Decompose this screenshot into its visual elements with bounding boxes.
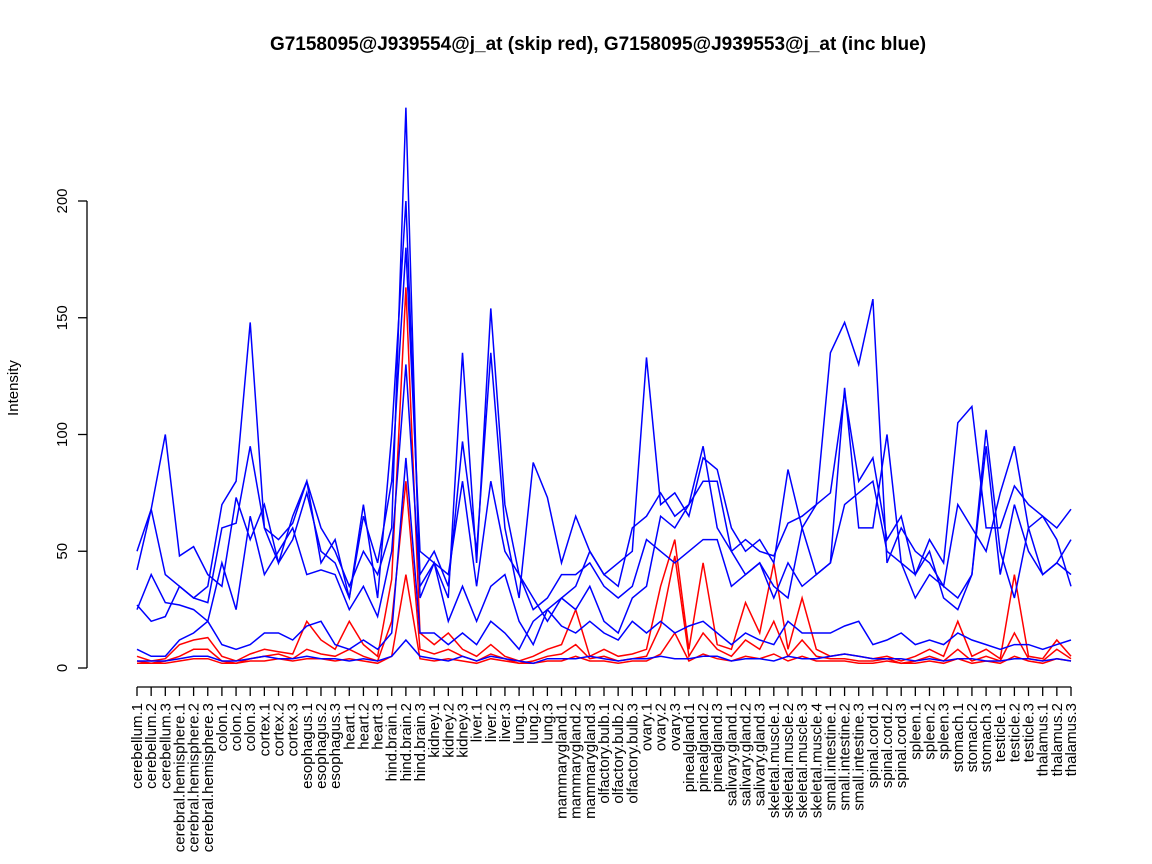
x-tick-label: cortex.1	[256, 703, 273, 756]
x-tick-label: cerebellum.2	[143, 703, 160, 789]
x-tick-label: hind.brain.2	[398, 703, 415, 781]
x-tick-label: liver.1	[469, 703, 486, 742]
x-tick-label: liver.3	[497, 703, 514, 742]
x-tick-label: cerebral.hemisphere.2	[186, 703, 203, 852]
x-tick-label: cerebellum.3	[157, 703, 174, 789]
x-tick-label: liver.2	[483, 703, 500, 742]
x-tick-label: kidney.3	[454, 703, 471, 758]
x-tick-label: thalamus.2	[1049, 703, 1066, 776]
x-tick-label: kidney.2	[440, 703, 457, 758]
x-tick-label: thalamus.1	[1035, 703, 1052, 776]
x-tick-label: hind.brain.1	[384, 703, 401, 781]
x-tick-label: stomach.2	[964, 703, 981, 772]
x-tick-label: cortex.3	[285, 703, 302, 756]
x-tick-label: salivary.gland.2	[738, 703, 755, 806]
series-layer	[136, 107, 1072, 665]
x-tick-label: ovary.1	[638, 703, 655, 751]
series-line-skip-3	[137, 574, 1072, 665]
x-tick-label: spinal.cord.2	[879, 703, 896, 788]
series-line-inc-4	[136, 364, 1072, 623]
x-tick-label: spleen.2	[921, 703, 938, 760]
chart-title: G7158095@J939554@j_at (skip red), G71580…	[270, 34, 926, 55]
x-tick-label: ovary.3	[667, 703, 684, 751]
x-tick-label: testicle.2	[1006, 703, 1023, 762]
x-tick-label: lung.2	[525, 703, 542, 744]
x-tick-label: stomach.1	[950, 703, 967, 772]
x-tick-label: testicle.3	[1021, 703, 1038, 762]
x-tick-label: skeletal.muscle.2	[780, 703, 797, 818]
x-tick-label: colon.3	[242, 703, 259, 751]
series-line-skip-2	[136, 481, 1072, 665]
y-tick-label: 100	[54, 422, 71, 447]
series-line-skip-1	[136, 287, 1072, 662]
x-tick-label: esophagus.2	[313, 703, 330, 789]
x-tick-label: esophagus.3	[327, 703, 344, 789]
y-axis: 0 50 100 150 200	[54, 188, 88, 672]
x-tick-label: pinealgland.1	[681, 703, 698, 792]
x-tick-label: cortex.2	[271, 703, 288, 756]
y-tick-label: 150	[54, 305, 71, 330]
x-tick-label: small.intestine.2	[837, 703, 854, 811]
series-line-inc-3	[136, 200, 1072, 599]
x-tick-label: stomach.3	[978, 703, 995, 772]
x-axis: cerebellum.1cerebellum.2cerebellum.3cere…	[129, 686, 1080, 852]
x-tick-label: olfactory.bulb.2	[610, 703, 627, 804]
x-tick-label: salivary.gland.3	[752, 703, 769, 806]
x-tick-label: spleen.3	[936, 703, 953, 760]
x-tick-label: mammarygland.3	[582, 703, 599, 819]
x-tick-label: cerebral.hemisphere.1	[171, 703, 188, 852]
x-tick-label: olfactory.bulb.3	[624, 703, 641, 804]
series-line-inc-5	[136, 457, 1072, 658]
x-tick-label: heart.1	[341, 703, 358, 750]
series-line-inc-2	[136, 247, 1072, 623]
x-tick-label: hind.brain.3	[412, 703, 429, 781]
x-tick-label: kidney.1	[426, 703, 443, 758]
y-axis-label: Intensity	[5, 360, 22, 416]
x-tick-label: cerebellum.1	[129, 703, 146, 789]
x-tick-label: mammarygland.1	[554, 703, 571, 819]
x-tick-label: heart.3	[370, 703, 387, 750]
x-tick-label: thalamus.3	[1063, 703, 1080, 776]
x-tick-label: pinealgland.3	[709, 703, 726, 792]
x-tick-label: olfactory.bulb.1	[596, 703, 613, 804]
y-tick-label: 0	[54, 664, 71, 672]
x-tick-label: ovary.2	[653, 703, 670, 751]
x-tick-label: skeletal.muscle.1	[766, 703, 783, 818]
series-line-inc-6	[137, 638, 1072, 665]
x-tick-label: colon.1	[214, 703, 231, 751]
x-tick-label: mammarygland.2	[568, 703, 585, 819]
x-tick-label: testicle.1	[992, 703, 1009, 762]
x-tick-label: esophagus.1	[299, 703, 316, 789]
x-tick-label: salivary.gland.1	[723, 703, 740, 806]
x-tick-label: spleen.1	[907, 703, 924, 760]
x-tick-label: pinealgland.2	[695, 703, 712, 792]
x-tick-label: cerebral.hemisphere.3	[200, 703, 217, 852]
x-tick-label: small.intestine.1	[822, 703, 839, 811]
y-tick-label: 200	[54, 188, 71, 213]
x-tick-label: lung.3	[539, 703, 556, 744]
x-tick-label: spinal.cord.3	[893, 703, 910, 788]
y-tick-label: 50	[54, 543, 71, 560]
x-tick-label: skeletal.muscle.4	[808, 703, 825, 818]
x-tick-label: skeletal.muscle.3	[794, 703, 811, 818]
x-tick-label: small.intestine.3	[851, 703, 868, 811]
x-tick-label: colon.2	[228, 703, 245, 751]
x-tick-label: heart.2	[355, 703, 372, 750]
x-tick-label: lung.1	[511, 703, 528, 744]
x-tick-label: spinal.cord.1	[865, 703, 882, 788]
